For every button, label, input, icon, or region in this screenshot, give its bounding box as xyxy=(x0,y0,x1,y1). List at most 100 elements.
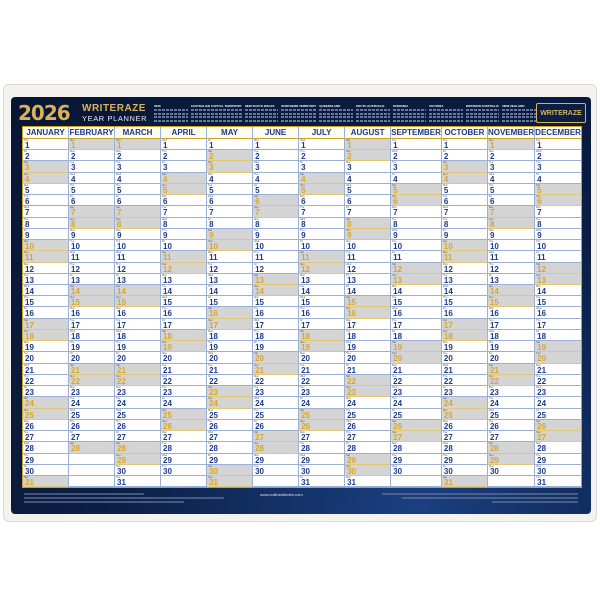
day-cell[interactable]: Mon 27 xyxy=(161,431,207,443)
day-cell[interactable]: Sat 24 xyxy=(23,397,69,409)
day-cell[interactable]: Tue 19 xyxy=(207,341,253,353)
day-cell[interactable]: Tue 28 xyxy=(299,442,345,454)
day-cell[interactable]: Tue 18 xyxy=(345,329,391,342)
day-cell[interactable]: Mon 10 xyxy=(345,240,391,252)
day-cell[interactable]: Mon 17 xyxy=(345,318,391,330)
day-cell[interactable]: Tue 23 xyxy=(253,386,299,398)
day-cell[interactable]: Mon 5 xyxy=(23,183,69,196)
day-cell[interactable]: Mon 14 xyxy=(535,284,581,297)
day-cell[interactable]: Thu 30 xyxy=(161,464,207,476)
day-cell[interactable]: Sat 11 xyxy=(161,251,207,263)
day-cell[interactable]: Mon 2 xyxy=(487,150,535,162)
day-cell[interactable]: Sat 1 xyxy=(345,138,391,151)
day-cell[interactable]: Fri 7 xyxy=(345,206,391,218)
day-cell[interactable]: Wed 23 xyxy=(391,386,441,398)
day-cell[interactable]: Fri 31 xyxy=(299,475,345,488)
day-cell[interactable]: Sat 26 xyxy=(535,419,581,432)
day-cell[interactable]: Mon 30 xyxy=(487,464,535,476)
day-cell[interactable]: Tue 14 xyxy=(161,284,207,297)
empty-cell[interactable] xyxy=(487,475,535,488)
day-cell[interactable]: Mon 6 xyxy=(299,195,345,207)
day-cell[interactable]: Tue 24 xyxy=(69,397,115,409)
day-cell[interactable]: Sun 20 xyxy=(535,352,581,364)
day-cell[interactable]: Fri 1 xyxy=(207,138,253,151)
day-cell[interactable]: Mon 8 xyxy=(253,217,299,229)
day-cell[interactable]: Thu 12 xyxy=(487,262,535,274)
day-cell[interactable]: Mon 27 xyxy=(299,431,345,443)
day-cell[interactable]: Tue 27 xyxy=(441,431,487,443)
day-cell[interactable]: Tue 15 xyxy=(535,296,581,308)
day-cell[interactable]: Wed 11 xyxy=(115,251,161,263)
day-cell[interactable]: Tue 26 xyxy=(207,419,253,432)
day-cell[interactable]: Sun 24 xyxy=(207,397,253,409)
day-cell[interactable]: Sun 5 xyxy=(299,183,345,196)
day-cell[interactable]: Thu 19 xyxy=(487,341,535,353)
day-cell[interactable]: Wed 24 xyxy=(253,397,299,409)
day-cell[interactable]: Sun 31 xyxy=(207,475,253,488)
day-cell[interactable]: Fri 11 xyxy=(391,251,441,263)
day-cell[interactable]: Sun 15 xyxy=(115,296,161,308)
day-cell[interactable]: Fri 5 xyxy=(253,183,299,196)
day-cell[interactable]: Wed 21 xyxy=(23,363,69,375)
day-cell[interactable]: Fri 30 xyxy=(23,464,69,476)
day-cell[interactable]: Tue 1 xyxy=(535,138,581,151)
day-cell[interactable]: Fri 13 xyxy=(115,273,161,285)
day-cell[interactable]: Sat 5 xyxy=(391,183,441,196)
empty-cell[interactable] xyxy=(391,475,441,488)
day-cell[interactable]: Tue 17 xyxy=(69,318,115,330)
day-cell[interactable]: Wed 11 xyxy=(69,251,115,263)
day-cell[interactable]: Wed 2 xyxy=(535,150,581,162)
day-cell[interactable]: Sun 12 xyxy=(161,262,207,274)
day-cell[interactable]: Mon 22 xyxy=(253,374,299,387)
day-cell[interactable]: Mon 13 xyxy=(299,273,345,285)
day-cell[interactable]: Sun 8 xyxy=(115,217,161,229)
day-cell[interactable]: Fri 27 xyxy=(487,431,535,443)
day-cell[interactable]: Sun 30 xyxy=(345,464,391,476)
day-cell[interactable]: Sun 8 xyxy=(69,217,115,229)
day-cell[interactable]: Sun 15 xyxy=(487,296,535,308)
day-cell[interactable]: Mon 16 xyxy=(69,307,115,319)
day-cell[interactable]: Tue 24 xyxy=(487,397,535,409)
day-cell[interactable]: Sun 6 xyxy=(391,195,441,207)
day-cell[interactable]: Sun 22 xyxy=(115,374,161,387)
day-cell[interactable]: Wed 29 xyxy=(161,453,207,465)
day-cell[interactable]: Mon 15 xyxy=(253,296,299,308)
day-cell[interactable]: Tue 6 xyxy=(23,195,69,207)
day-cell[interactable]: Fri 20 xyxy=(115,352,161,364)
day-cell[interactable]: Tue 28 xyxy=(161,442,207,454)
day-cell[interactable]: Tue 3 xyxy=(69,161,115,173)
day-cell[interactable]: Wed 29 xyxy=(299,453,345,465)
day-cell[interactable]: Thu 1 xyxy=(23,138,69,151)
day-cell[interactable]: Wed 25 xyxy=(69,408,115,420)
day-cell[interactable]: Thu 31 xyxy=(535,475,581,488)
day-cell[interactable]: Fri 25 xyxy=(391,408,441,420)
day-cell[interactable]: Tue 8 xyxy=(535,217,581,229)
day-cell[interactable]: Fri 3 xyxy=(161,161,207,173)
day-cell[interactable]: Mon 23 xyxy=(115,386,161,398)
day-cell[interactable]: Sun 22 xyxy=(69,374,115,387)
day-cell[interactable]: Mon 24 xyxy=(345,397,391,409)
day-cell[interactable]: Fri 9 xyxy=(441,228,487,241)
day-cell[interactable]: Sun 27 xyxy=(535,431,581,443)
empty-cell[interactable] xyxy=(253,475,299,488)
day-cell[interactable]: Mon 11 xyxy=(207,251,253,263)
day-cell[interactable]: Wed 30 xyxy=(391,464,441,476)
day-cell[interactable]: Fri 29 xyxy=(207,453,253,465)
day-cell[interactable]: Sun 11 xyxy=(23,251,69,263)
day-cell[interactable]: Sun 25 xyxy=(23,408,69,420)
day-cell[interactable]: Thu 12 xyxy=(115,262,161,274)
day-cell[interactable]: Tue 10 xyxy=(115,240,161,252)
day-cell[interactable]: Fri 17 xyxy=(299,318,345,330)
day-cell[interactable]: Sun 23 xyxy=(345,386,391,398)
day-cell[interactable]: Mon 23 xyxy=(487,386,535,398)
day-cell[interactable]: Thu 9 xyxy=(299,228,345,241)
day-cell[interactable]: Sat 15 xyxy=(345,296,391,308)
day-cell[interactable]: Fri 26 xyxy=(253,419,299,432)
day-cell[interactable]: Sun 15 xyxy=(69,296,115,308)
day-cell[interactable]: Sun 1 xyxy=(487,138,535,151)
day-cell[interactable]: Mon 25 xyxy=(207,408,253,420)
day-cell[interactable]: Mon 19 xyxy=(441,341,487,353)
day-cell[interactable]: Sat 10 xyxy=(441,240,487,252)
day-cell[interactable]: Fri 24 xyxy=(299,397,345,409)
day-cell[interactable]: Tue 17 xyxy=(115,318,161,330)
